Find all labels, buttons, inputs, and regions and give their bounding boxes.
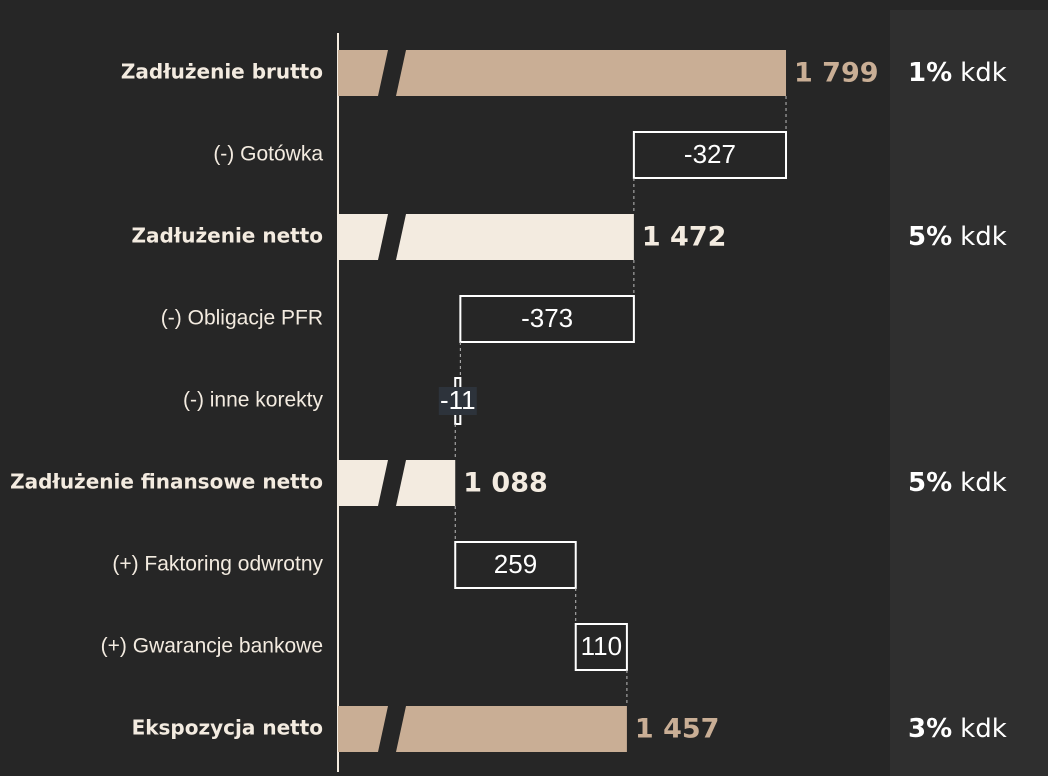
delta-bar (632, 131, 788, 179)
kdk-share-value: 5% (908, 222, 952, 252)
category-label: (+) Gwarancje bankowe (101, 635, 323, 658)
total-bar (338, 50, 787, 96)
value-label: 1 472 (642, 222, 727, 253)
side-panel (890, 10, 1048, 776)
kdk-share: 1% kdk (908, 58, 1007, 88)
value-label: 110 (581, 631, 622, 661)
kdk-share: 3% kdk (908, 714, 1007, 744)
category-label: Ekspozycja netto (132, 716, 323, 740)
value-label: 1 799 (794, 58, 879, 89)
kdk-unit: kdk (960, 222, 1007, 252)
kdk-share-value: 1% (908, 58, 952, 88)
value-label: 1 088 (463, 468, 548, 499)
delta-bar (459, 295, 635, 343)
category-label: (-) Gotówka (213, 143, 323, 166)
axis-break (378, 50, 406, 96)
category-label: (-) Obligacje PFR (161, 307, 323, 330)
value-label: -327 (684, 139, 736, 169)
value-label: 259 (494, 549, 537, 579)
category-label: Zadłużenie netto (132, 224, 323, 248)
axis-break (378, 460, 406, 506)
category-label: (-) inne korekty (183, 389, 324, 412)
axis-break (378, 214, 406, 260)
delta-bar (454, 541, 577, 589)
category-label: Zadłużenie brutto (121, 60, 323, 84)
axis-break (378, 706, 406, 752)
value-label: 1 457 (635, 714, 720, 745)
category-label: Zadłużenie finansowe netto (10, 470, 323, 494)
kdk-unit: kdk (960, 468, 1007, 498)
value-label: -373 (521, 303, 573, 333)
kdk-share-value: 5% (908, 468, 952, 498)
kdk-share: 5% kdk (908, 222, 1007, 252)
kdk-unit: kdk (960, 58, 1007, 88)
label-backdrop (438, 387, 477, 415)
category-label: (+) Faktoring odwrotny (112, 553, 323, 576)
value-label: -11 (440, 385, 476, 415)
kdk-unit: kdk (960, 714, 1007, 744)
kdk-share-value: 3% (908, 714, 952, 744)
delta-bar (574, 623, 628, 671)
kdk-share: 5% kdk (908, 468, 1007, 498)
